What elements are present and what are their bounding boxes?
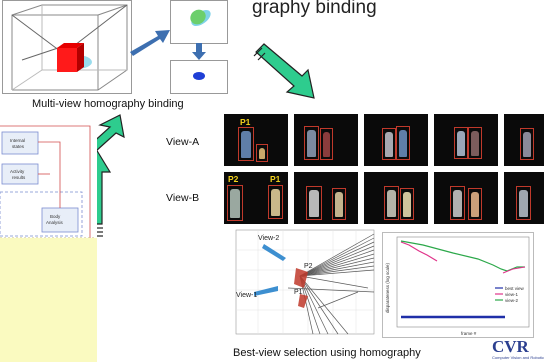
view-b-label: View-B [166, 192, 200, 204]
series-view2b [502, 266, 526, 274]
projection-box-top [170, 0, 228, 44]
logo-text: CVR [492, 337, 529, 356]
block-diagram: Internal states Activity results Body Analy… [0, 120, 97, 362]
frame-a4 [434, 114, 498, 166]
down-arrow [192, 43, 206, 60]
view2-label: View-2 [258, 235, 279, 242]
frame-b5 [504, 172, 544, 224]
frame-b2 [294, 172, 358, 224]
disparateness-chart: disparateness (log scale) frame # best v… [382, 232, 534, 338]
best-view-caption: Best-view selection using homography [233, 347, 421, 359]
series-view1 [400, 241, 438, 262]
frame-a2 [294, 114, 358, 166]
frame-a1: P1 [224, 114, 288, 166]
green-arrow-up-right [89, 114, 125, 152]
frame-b4 [434, 172, 498, 224]
chart-ylabel: disparateness (log scale) [385, 262, 390, 313]
homography-plot: View-2 View-1 P2 P1 [228, 228, 376, 340]
red-cube [57, 48, 77, 72]
chart-xlabel: frame # [461, 331, 477, 336]
svg-text:states: states [12, 144, 25, 149]
svg-text:Analysis: Analysis [46, 220, 64, 225]
series-view2 [400, 240, 525, 272]
legend-best: best view [505, 286, 525, 291]
frame-a5 [504, 114, 544, 166]
green-arrow-right [253, 43, 315, 99]
cvrr-logo: CVR Computer Vision and Robotics Researc… [492, 338, 544, 362]
legend-view2: view-2 [505, 298, 519, 303]
p1-label-b: P1 [270, 174, 281, 184]
multiview-caption: Multi-view homography binding [32, 98, 184, 110]
p2-plot-label: P2 [304, 263, 313, 270]
view1-label: View-1 [236, 292, 257, 299]
legend-view1: view-1 [505, 292, 519, 297]
logo-subtext: Computer Vision and Robotics Research [492, 355, 544, 360]
svg-text:Internal: Internal [10, 138, 25, 143]
frame-a3 [364, 114, 428, 166]
frame-grid: P1 P2 P1 [224, 114, 544, 226]
p2-label: P2 [228, 174, 239, 184]
frame-b1: P2 P1 [224, 172, 288, 224]
svg-text:Body: Body [50, 214, 61, 219]
blue-arrow [130, 30, 170, 56]
projection-box-bottom [170, 60, 228, 94]
frame-b3 [364, 172, 428, 224]
p1-plot-label: P1 [294, 289, 303, 296]
svg-text:Activity: Activity [10, 169, 25, 174]
top-caption-fragment: graphy binding [252, 0, 377, 18]
view-a-label: View-A [166, 136, 200, 148]
svg-text:results: results [12, 175, 26, 180]
p1-label: P1 [240, 117, 251, 127]
homography-3d-sketch [2, 0, 132, 94]
